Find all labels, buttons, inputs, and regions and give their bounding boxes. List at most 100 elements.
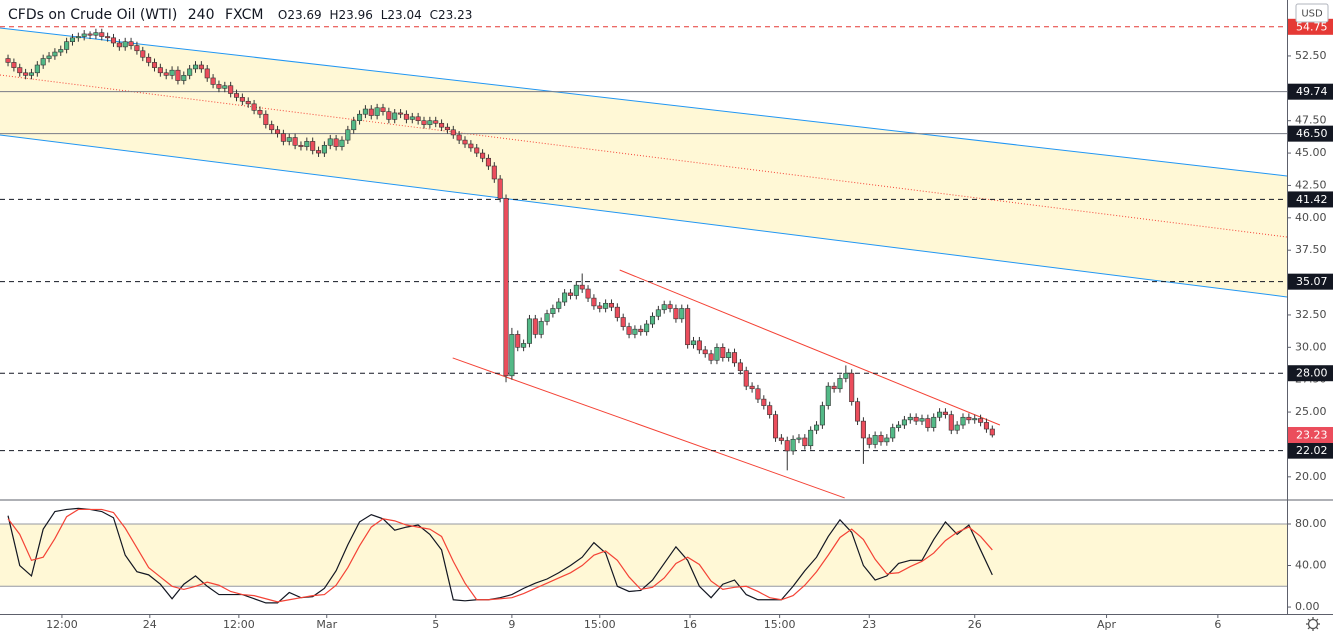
x-tick-label: 6 (1214, 618, 1221, 631)
candle-body (837, 378, 843, 390)
candle-body (737, 362, 743, 371)
candle-body (667, 304, 673, 309)
indicator-line (7, 507, 993, 604)
settings-icon-tooth (1307, 618, 1311, 622)
candle-body (708, 353, 714, 361)
settings-icon-tooth (1307, 626, 1311, 630)
candle-body (649, 315, 656, 325)
candle-body (275, 129, 281, 134)
y-tick-label: 20.00 (1295, 470, 1327, 483)
level-label: 41.42 (1296, 193, 1328, 206)
x-tick-label: 15:00 (764, 618, 796, 631)
x-tick-label: 5 (432, 618, 439, 631)
candle-body (614, 306, 620, 318)
candle-body (474, 147, 480, 154)
candle-body (339, 139, 345, 147)
candle-body (491, 165, 497, 180)
candle-body (52, 51, 58, 57)
y-tick-label: 42.50 (1295, 178, 1327, 191)
currency: USD (1301, 9, 1323, 20)
level-label-bg (1288, 442, 1333, 459)
x-tick-label: 23 (862, 618, 876, 631)
y-tick-label: 40.00 (1295, 211, 1327, 224)
candle-body (948, 414, 954, 431)
candle-body (919, 418, 925, 422)
x-tick-label: 16 (683, 618, 697, 631)
candle-body (901, 419, 907, 426)
source: FXCM (224, 7, 264, 23)
candle-body (192, 64, 199, 70)
candle-body (567, 292, 573, 296)
candle-body (673, 308, 679, 320)
candle-body (872, 435, 878, 445)
settings-icon-tooth (1315, 626, 1319, 630)
y-tick-label: 45.00 (1295, 146, 1327, 159)
candle-body (562, 292, 568, 303)
candle-body (655, 309, 661, 317)
y-tick-label: 30.00 (1295, 340, 1327, 353)
y-tick-label: 52.50 (1295, 49, 1327, 62)
candle-body (972, 418, 978, 421)
y-tick-label: 32.50 (1295, 308, 1327, 321)
candle-body (544, 313, 550, 322)
candle-body (690, 340, 697, 346)
candle-body (983, 422, 989, 430)
candle-body (849, 372, 855, 403)
candle-body (222, 85, 228, 89)
candle-body (497, 178, 503, 199)
level-label: 28.00 (1296, 367, 1328, 380)
candle-body (685, 308, 691, 346)
level-label-bg (1288, 191, 1333, 208)
candle-body (538, 321, 544, 335)
ohlc-prefix: C (429, 8, 438, 22)
candle-body (28, 72, 34, 76)
candle-body (263, 113, 269, 125)
candle-body (304, 141, 310, 147)
candle-body (310, 141, 316, 151)
y-tick-label: 40.00 (1295, 559, 1327, 572)
candle-body (345, 129, 351, 141)
x-tick-label: 12:00 (223, 618, 255, 631)
candle-body (884, 437, 890, 443)
candle-body (198, 64, 204, 70)
price-axis-bg (1287, 0, 1333, 634)
candle-body (937, 411, 943, 418)
candle-body (773, 414, 779, 439)
x-tick-label: Mar (316, 618, 337, 631)
channel-fill (0, 27, 1287, 297)
x-tick-label: 15:00 (584, 618, 616, 631)
candle-body (509, 334, 515, 377)
x-tick-label: 12:00 (46, 618, 78, 631)
candle-body (573, 284, 579, 296)
level-label-bg (1288, 365, 1333, 382)
candle-body (644, 323, 650, 333)
candle-body (620, 317, 626, 327)
candle-body (427, 120, 433, 125)
candle-body (187, 68, 193, 76)
candle-body (597, 305, 603, 309)
y-tick-label: 25.00 (1295, 405, 1327, 418)
chart-header: CFDs on Crude Oil (WTI) 240 FXCM O23.69 … (8, 7, 473, 23)
candle-body (855, 401, 861, 422)
candle-body (632, 328, 638, 335)
ohlc: O23.69 H23.96 L23.04 C23.23 (274, 8, 472, 22)
candle-body (409, 116, 415, 120)
candle-body (386, 111, 392, 120)
candle-body (122, 41, 128, 48)
channel-upper (0, 27, 1288, 177)
candle-body (433, 120, 439, 124)
trend-line (619, 269, 1001, 426)
candle-body (696, 340, 702, 351)
candle-body (81, 33, 87, 37)
currency-box (1295, 3, 1329, 23)
candle-body (163, 72, 169, 76)
y-tick-label: 47.50 (1295, 114, 1327, 127)
candle-body (878, 435, 884, 443)
candle-body (526, 318, 532, 344)
candle-body (521, 343, 527, 348)
candle-body (368, 108, 374, 116)
candle-body (480, 152, 486, 159)
candle-body (58, 49, 64, 53)
